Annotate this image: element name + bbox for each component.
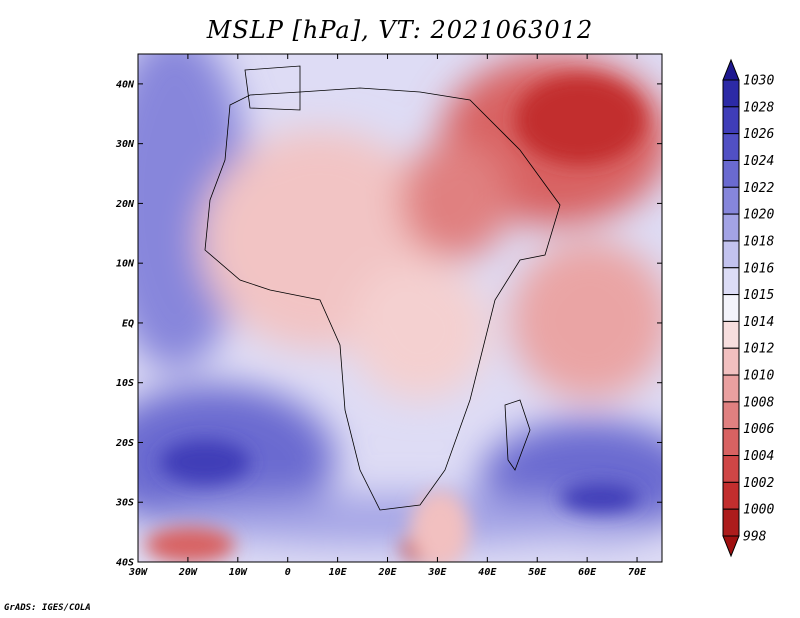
credit-text: GrADS: IGES/COLA [4, 603, 91, 613]
pressure-field [138, 54, 662, 562]
x-tick-label: 50E [528, 567, 547, 578]
colorbar-swatch [722, 455, 740, 483]
colorbar-swatch [722, 481, 740, 510]
y-tick-label: EQ [122, 318, 134, 329]
x-tick-label: 20E [377, 567, 397, 578]
colorbar-swatch [722, 374, 740, 403]
colorbar-swatch [722, 213, 740, 242]
colorbar-level-label: 1026 [743, 127, 774, 142]
colorbar-level-label: 1000 [743, 503, 774, 518]
colorbar-level-label: 1008 [743, 395, 774, 410]
x-tick-label: 10W [229, 567, 248, 578]
colorbar-swatch [722, 267, 740, 296]
x-tick-label: 10E [329, 567, 348, 578]
colorbar-level-label: 1028 [743, 100, 774, 115]
colorbar-level-label: 998 [743, 530, 767, 545]
colorbar-swatch [722, 428, 740, 457]
colorbar-swatch [722, 401, 740, 430]
colorbar: 1030 1028 1026 1024 1022 1020 1018 1016 1015 1014… [722, 58, 774, 558]
colorbar-level-label: 1016 [743, 261, 774, 276]
plot-frame [137, 53, 663, 563]
y-tick-label: 40N [116, 79, 135, 90]
colorbar-swatch [722, 508, 740, 537]
colorbar-swatch [722, 347, 740, 376]
colorbar-swatch [722, 159, 740, 188]
colorbar-swatch [722, 294, 740, 322]
y-tick-label: 10N [116, 259, 135, 270]
x-axis: 30W 20W 10W 0 10E 20E 30E 40E 50E 60E 70E [128, 54, 647, 578]
colorbar-swatch [722, 240, 740, 269]
x-tick-label: 30E [427, 567, 447, 578]
chart-title: MSLP [hPa], VT: 2021063012 [206, 16, 594, 44]
colorbar-min-arrow [722, 535, 740, 558]
colorbar-level-label: 1002 [743, 476, 774, 491]
y-tick-label: 40S [116, 558, 134, 569]
y-tick-label: 30S [115, 498, 134, 509]
y-axis: 40S 30S 20S 10S EQ 10N 20N 30N 40N [115, 79, 662, 569]
colorbar-level-label: 1022 [743, 181, 774, 196]
colorbar-level-label: 1024 [743, 154, 774, 169]
colorbar-level-label: 1014 [743, 315, 774, 330]
x-tick-label: 20W [178, 567, 198, 578]
colorbar-swatch [722, 320, 740, 349]
x-tick-label: 70E [628, 567, 647, 578]
colorbar-swatch [722, 133, 740, 161]
colorbar-level-label: 1018 [743, 234, 774, 249]
colorbar-max-arrow [722, 58, 740, 81]
colorbar-swatch [722, 79, 740, 108]
y-tick-label: 20S [115, 438, 134, 449]
x-tick-label: 0 [285, 567, 291, 578]
colorbar-level-label: 1012 [743, 342, 774, 357]
colorbar-level-label: 1010 [743, 369, 774, 384]
colorbar-level-label: 1015 [743, 288, 774, 303]
x-tick-label: 40E [478, 567, 497, 578]
x-tick-label: 30W [128, 567, 148, 578]
y-tick-label: 20N [115, 199, 135, 210]
colorbar-level-label: 1006 [743, 422, 774, 437]
colorbar-level-label: 1004 [743, 449, 774, 464]
colorbar-swatch [722, 186, 740, 215]
y-tick-label: 10S [116, 378, 134, 389]
colorbar-level-label: 1020 [743, 208, 774, 223]
x-tick-label: 60E [578, 567, 597, 578]
colorbar-swatch [722, 106, 740, 135]
colorbar-level-label: 1030 [743, 74, 774, 89]
y-tick-label: 30N [115, 139, 135, 150]
